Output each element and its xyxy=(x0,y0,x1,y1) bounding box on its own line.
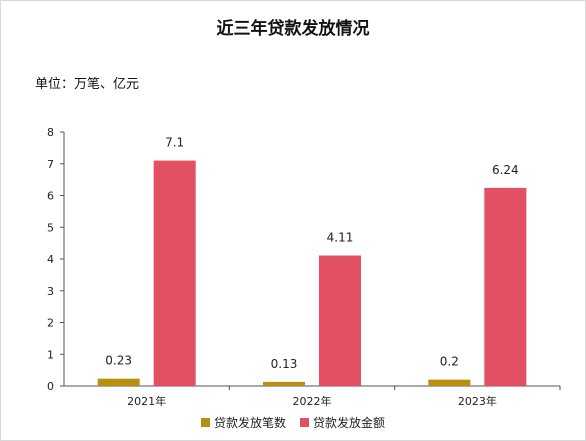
legend: 贷款发放笔数 贷款发放金额 xyxy=(0,414,586,431)
data-label: 7.1 xyxy=(165,136,184,150)
y-tick-label: 6 xyxy=(47,190,54,203)
y-tick-label: 5 xyxy=(47,221,54,234)
data-label: 0.23 xyxy=(105,354,132,368)
y-tick-label: 4 xyxy=(47,253,54,266)
unit-label: 单位：万笔、亿元 xyxy=(35,77,140,92)
x-tick-label: 2022年 xyxy=(293,394,332,408)
data-label: 0.2 xyxy=(440,355,459,369)
data-label: 0.13 xyxy=(271,357,298,371)
y-tick-label: 3 xyxy=(47,285,54,298)
y-tick-label: 0 xyxy=(47,380,54,393)
bar xyxy=(484,187,527,386)
y-tick-label: 1 xyxy=(47,348,54,361)
bar xyxy=(428,379,471,386)
legend-label-count: 贷款发放笔数 xyxy=(213,416,286,430)
data-label: 4.11 xyxy=(327,231,354,245)
y-tick-label: 8 xyxy=(47,126,54,139)
legend-item-amount: 贷款发放金额 xyxy=(300,414,385,431)
x-tick-label: 2023年 xyxy=(458,394,497,408)
legend-label-amount: 贷款发放金额 xyxy=(313,416,386,430)
bar xyxy=(153,160,196,386)
bar xyxy=(263,381,305,386)
legend-swatch-amount xyxy=(300,418,309,427)
legend-swatch-count xyxy=(200,418,210,427)
y-tick-label: 2 xyxy=(47,317,54,330)
data-label: 6.24 xyxy=(492,163,519,177)
bar xyxy=(319,255,361,386)
chart-title: 近三年贷款发放情况 xyxy=(216,19,370,39)
legend-item-count: 贷款发放笔数 xyxy=(200,414,286,431)
y-tick-label: 7 xyxy=(47,158,54,171)
bar xyxy=(97,378,140,386)
x-tick-label: 2021年 xyxy=(127,394,166,408)
